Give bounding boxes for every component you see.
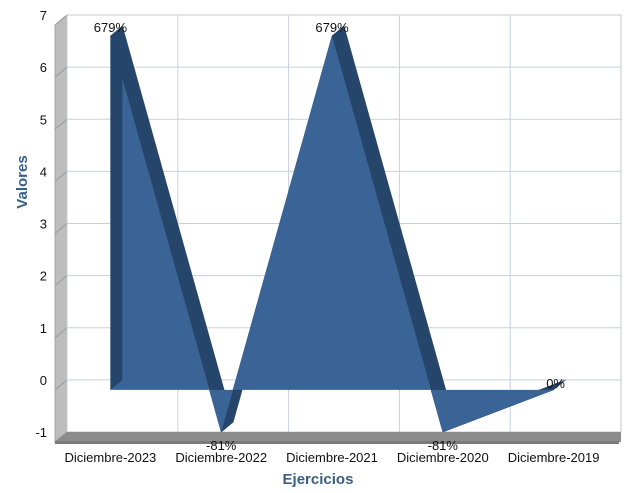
- gridline-wall: [54, 118, 68, 130]
- data-label: -81%: [206, 438, 237, 453]
- area-end-cap: [110, 25, 123, 390]
- gridline-wall: [54, 327, 68, 339]
- gridline-wall: [54, 223, 68, 234]
- y-tick-label: 4: [40, 164, 47, 179]
- data-label: 0%: [546, 376, 565, 391]
- floor-surface: [55, 432, 621, 442]
- y-axis-title: Valores: [14, 155, 31, 208]
- gridline-wall: [54, 170, 68, 182]
- y-axis-ticks: -1 0 1 2 3 4 5 6 7: [35, 8, 47, 440]
- floor-edge: [55, 441, 619, 444]
- y-tick-label: 2: [40, 269, 47, 284]
- gridline-wall: [54, 14, 68, 26]
- gridline-wall: [54, 379, 68, 391]
- y-tick-label: 7: [40, 8, 47, 23]
- data-label: 679%: [315, 20, 349, 35]
- y-tick-label: 0: [40, 373, 47, 388]
- x-tick-label: Diciembre-2020: [397, 450, 489, 465]
- y-tick-label: -1: [35, 425, 47, 440]
- data-label: -81%: [428, 438, 459, 453]
- data-labels: 679% -81% 679% -81% 0%: [94, 20, 566, 453]
- data-label: 679%: [94, 20, 128, 35]
- gridline-wall: [54, 66, 68, 78]
- gridline-wall: [54, 275, 68, 287]
- chart-floor: [55, 432, 621, 444]
- area-front-face: [110, 35, 554, 433]
- x-axis-title: Ejercicios: [283, 471, 354, 488]
- x-tick-label: Diciembre-2022: [175, 450, 267, 465]
- y-tick-label: 3: [40, 217, 47, 232]
- y-tick-label: 5: [40, 112, 47, 127]
- y-tick-label: 6: [40, 60, 47, 75]
- chart-area-series: [110, 25, 566, 433]
- y-tick-label: 1: [40, 321, 47, 336]
- x-axis-ticks: Diciembre-2023 Diciembre-2022 Diciembre-20…: [65, 450, 600, 465]
- x-tick-label: Diciembre-2019: [508, 450, 600, 465]
- x-tick-label: Diciembre-2023: [65, 450, 157, 465]
- x-tick-label: Diciembre-2021: [286, 450, 378, 465]
